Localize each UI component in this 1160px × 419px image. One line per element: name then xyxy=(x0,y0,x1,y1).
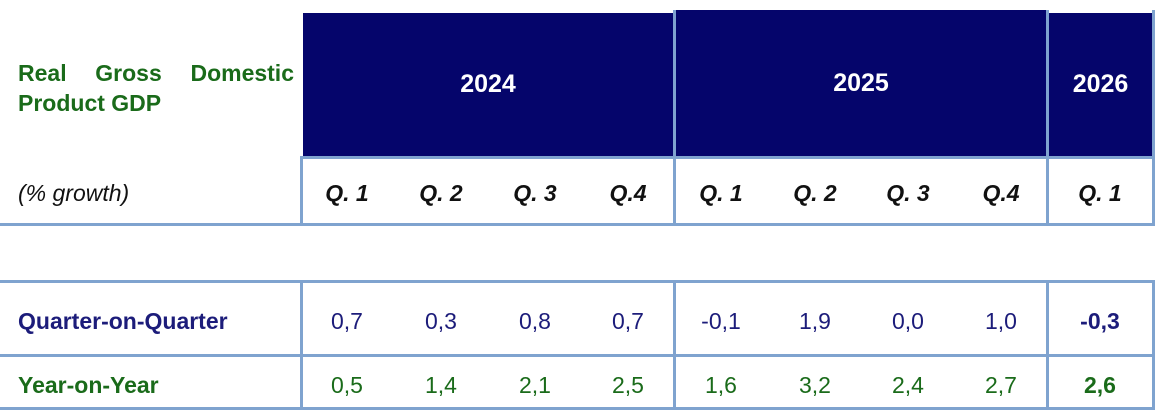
grid-line xyxy=(673,280,676,410)
table-title: Real Gross Domestic Product GDP xyxy=(18,58,294,118)
table-cell: 2,1 xyxy=(519,372,551,398)
table-cell: 0,3 xyxy=(425,308,457,334)
table-cell: 2,7 xyxy=(985,372,1017,398)
table-cell: -0,3 xyxy=(1080,308,1120,334)
title-line-2: Product GDP xyxy=(18,90,162,116)
quarter-header: Q. 3 xyxy=(513,180,557,206)
quarter-header: Q. 3 xyxy=(886,180,930,206)
grid-line xyxy=(1152,10,1155,226)
table-cell: 3,2 xyxy=(799,372,831,398)
table-cell: 1,0 xyxy=(985,308,1017,334)
quarter-header: Q. 1 xyxy=(1078,180,1122,206)
grid-line xyxy=(1152,280,1155,410)
row-label-qoq: Quarter-on-Quarter xyxy=(18,308,228,334)
quarter-header: Q.4 xyxy=(609,180,647,206)
grid-line xyxy=(0,223,1155,226)
quarter-header: Q. 2 xyxy=(793,180,837,206)
grid-line xyxy=(0,280,1155,283)
quarter-header: Q. 1 xyxy=(699,180,743,206)
title-word: Real xyxy=(18,60,67,86)
table-cell: 0,8 xyxy=(519,308,551,334)
grid-line xyxy=(1046,10,1049,226)
table-cell: -0,1 xyxy=(701,308,741,334)
table-cell: 1,4 xyxy=(425,372,457,398)
table-cell: 0,0 xyxy=(892,308,924,334)
quarter-header: Q.4 xyxy=(982,180,1020,206)
table-cell: 2,4 xyxy=(892,372,924,398)
grid-line xyxy=(300,156,1155,159)
title-word: Gross xyxy=(95,60,162,86)
units-label: (% growth) xyxy=(18,180,130,206)
table-cell: 2,5 xyxy=(612,372,644,398)
quarter-header: Q. 2 xyxy=(419,180,463,206)
year-header-2026: 2026 xyxy=(1049,13,1152,156)
grid-line xyxy=(673,10,676,226)
grid-line xyxy=(300,280,303,410)
table-cell: 0,7 xyxy=(612,308,644,334)
table-cell: 0,7 xyxy=(331,308,363,334)
grid-line xyxy=(1046,280,1049,410)
grid-line xyxy=(0,354,1155,357)
row-label-yoy: Year-on-Year xyxy=(18,372,159,398)
grid-line xyxy=(300,156,303,226)
quarter-header: Q. 1 xyxy=(325,180,369,206)
table-cell: 2,6 xyxy=(1084,372,1116,398)
table-cell: 0,5 xyxy=(331,372,363,398)
title-word: Domestic xyxy=(190,60,294,86)
year-header-2024: 2024 xyxy=(303,13,673,156)
year-header-2025: 2025 xyxy=(676,10,1046,156)
table-cell: 1,6 xyxy=(705,372,737,398)
table-cell: 1,9 xyxy=(799,308,831,334)
grid-line xyxy=(0,407,1155,410)
